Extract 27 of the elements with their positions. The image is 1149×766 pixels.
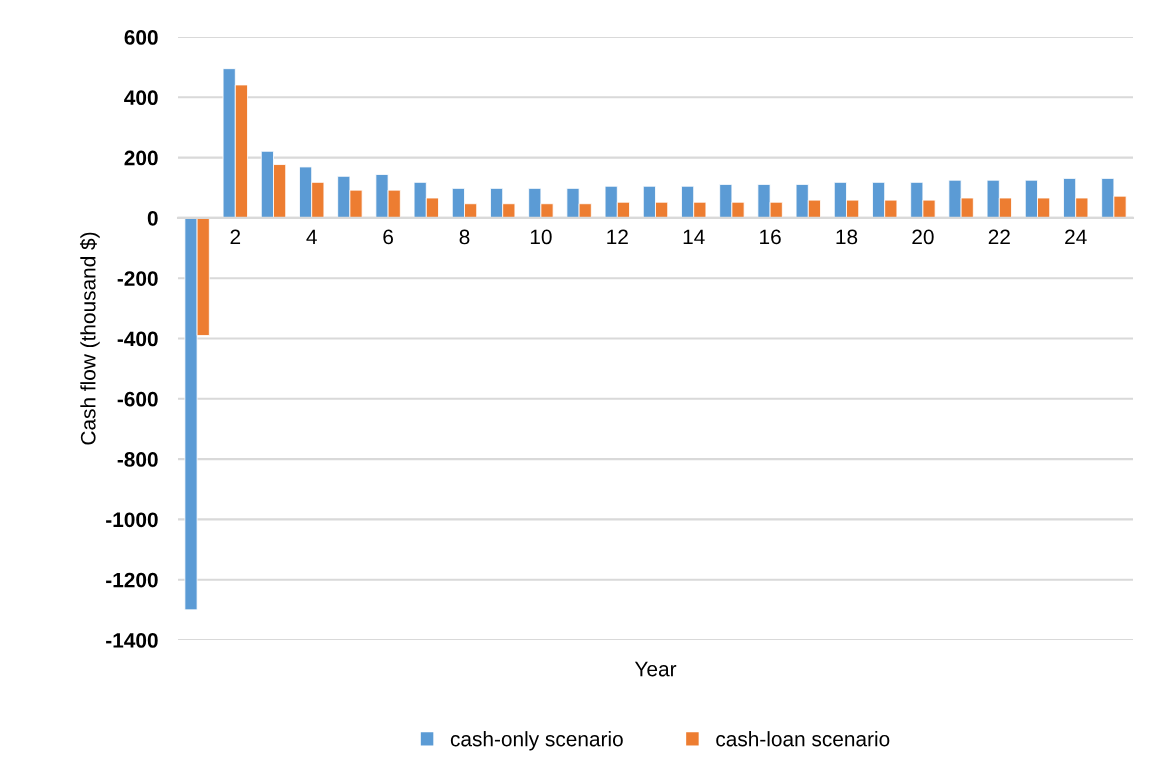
x-tick-label: 10 — [530, 229, 552, 245]
x-tick-label: 20 — [912, 229, 934, 245]
y-tick-label: 600 — [124, 30, 158, 45]
y-tick-label: -800 — [117, 452, 158, 467]
y-tick-label: -1000 — [106, 512, 158, 528]
x-tick-label: 12 — [607, 229, 628, 245]
legend-label: cash-only scenario — [450, 731, 623, 751]
y-tick-label: 400 — [124, 90, 158, 106]
x-tick-label: 22 — [988, 229, 1010, 245]
y-tick-label: -400 — [117, 331, 158, 347]
x-tick-label: 24 — [1065, 229, 1087, 245]
y-tick-label: -600 — [117, 391, 158, 407]
x-tick-label: 2 — [230, 229, 241, 245]
x-axis-title: Year — [634, 661, 677, 677]
y-tick-label: -1200 — [106, 572, 158, 588]
x-tick-label: 16 — [760, 229, 781, 245]
x-tick-label: 4 — [306, 229, 317, 245]
y-tick-label: 200 — [124, 150, 158, 166]
y-tick-label: -200 — [117, 271, 158, 286]
y-tick-label: 0 — [147, 210, 158, 226]
x-tick-label: 6 — [383, 229, 393, 245]
legend-label: cash-loan scenario — [716, 731, 890, 747]
y-axis-title: Cash flow (thousand $) — [79, 232, 100, 445]
x-tick-label: 8 — [459, 229, 470, 245]
x-tick-label: 14 — [683, 229, 705, 245]
y-tick-label: -1400 — [106, 633, 158, 648]
x-tick-label: 18 — [836, 229, 858, 245]
